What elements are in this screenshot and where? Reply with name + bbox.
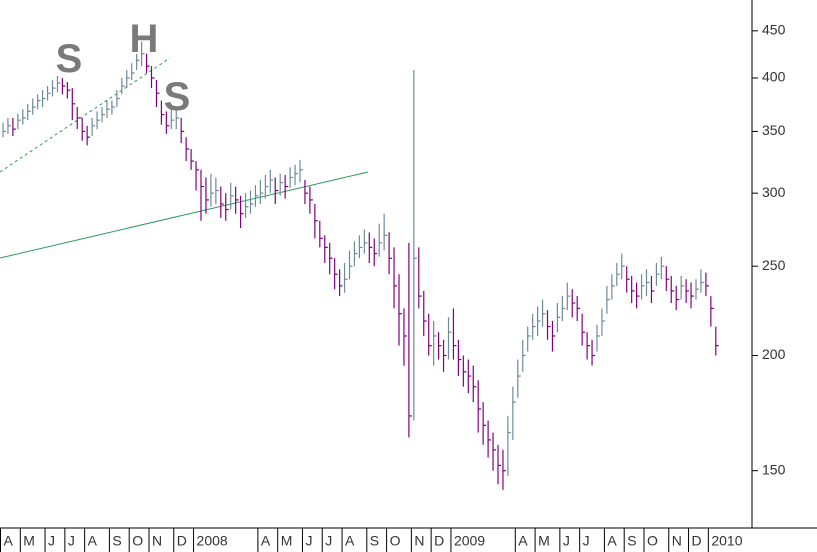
x-tick-label: 2009 <box>454 533 485 549</box>
annotation: S <box>56 37 83 81</box>
neckline <box>0 171 369 259</box>
x-tick-label: O <box>647 533 658 549</box>
x-tick-label: 2010 <box>711 533 742 549</box>
plot-area <box>0 0 752 528</box>
x-tick-label: 2008 <box>197 533 228 549</box>
bars <box>2 41 719 490</box>
x-tick-label: S <box>627 533 636 549</box>
x-tick-label: A <box>518 533 528 549</box>
trend-line <box>0 57 171 173</box>
x-tick-label: D <box>434 533 444 549</box>
x-tick-label: J <box>563 533 570 549</box>
x-tick-label: M <box>538 533 550 549</box>
x-tick-label: D <box>692 533 702 549</box>
x-tick-label: S <box>112 533 121 549</box>
x-tick-label: A <box>345 533 355 549</box>
x-tick-label: J <box>48 533 55 549</box>
y-tick-label: 400 <box>762 69 786 85</box>
x-tick-label: J <box>583 533 590 549</box>
x-tick-label: S <box>370 533 379 549</box>
x-tick-label: M <box>281 533 293 549</box>
y-tick-label: 250 <box>762 257 786 273</box>
annotation: S <box>164 75 191 119</box>
y-tick-label: 450 <box>762 22 786 38</box>
y-tick-label: 350 <box>762 122 786 138</box>
x-tick-label: J <box>68 533 75 549</box>
x-tick-label: M <box>23 533 35 549</box>
x-tick-label: N <box>152 533 162 549</box>
x-tick-label: A <box>88 533 98 549</box>
x-tick-label: J <box>325 533 332 549</box>
x-tick-label: A <box>607 533 617 549</box>
x-tick-label: D <box>177 533 187 549</box>
x-tick-label: A <box>4 533 14 549</box>
y-tick-label: 150 <box>762 461 786 477</box>
y-tick-label: 300 <box>762 184 786 200</box>
annotation: H <box>130 17 159 61</box>
x-tick-label: N <box>672 533 682 549</box>
x-tick-label: O <box>132 533 143 549</box>
x-tick-label: J <box>305 533 312 549</box>
x-tick-label: O <box>390 533 401 549</box>
x-tick-label: A <box>261 533 271 549</box>
x-tick-label: N <box>414 533 424 549</box>
y-tick-label: 200 <box>762 346 786 362</box>
